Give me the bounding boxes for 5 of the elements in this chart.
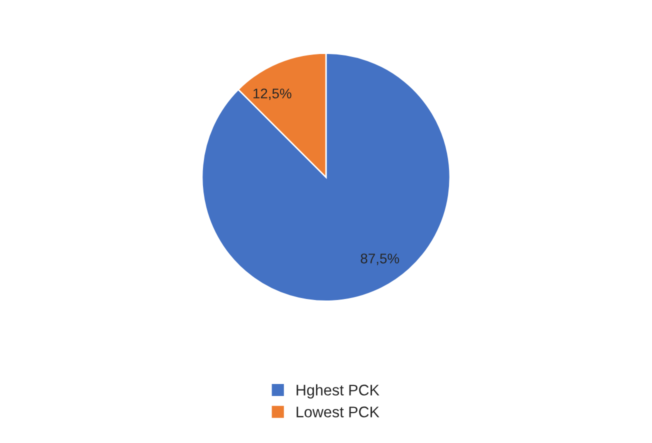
data-label: 87,5% (360, 254, 400, 266)
data-label: 12,5% (254, 88, 292, 100)
legend-label: Hghest PCK (296, 384, 380, 399)
pie-slice (201, 52, 451, 302)
legend-label: Lowest PCK (296, 406, 380, 418)
